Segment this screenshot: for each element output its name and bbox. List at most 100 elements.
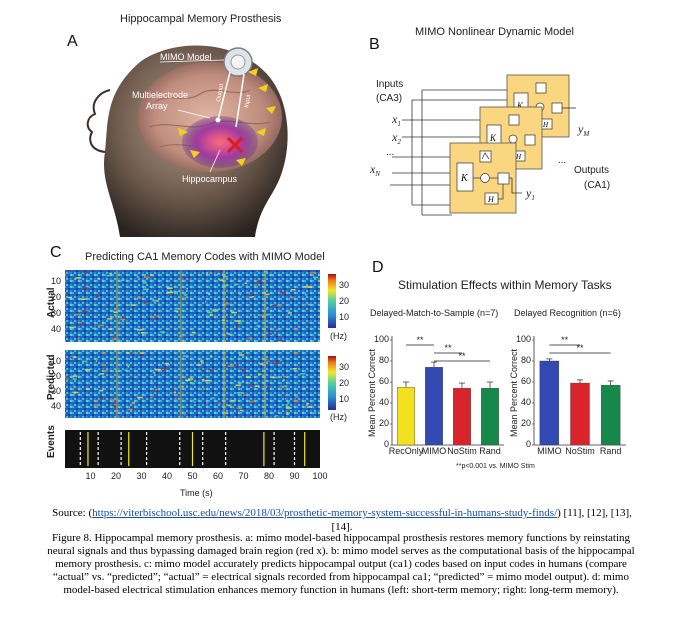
xn-label: xN [369, 162, 380, 178]
heatmap-cell [201, 379, 205, 381]
heatmap-cell [142, 281, 147, 284]
heatmap-cell [218, 402, 222, 405]
colorbar-tick: 10 [339, 312, 349, 322]
face-profile [86, 89, 111, 153]
y-tick-label: 60 [379, 376, 389, 386]
heatmap-cell [267, 313, 271, 316]
bar-category-label: Rand [479, 446, 501, 456]
bar-category-label: MIMO [422, 446, 447, 456]
heatmap-cell [155, 300, 159, 302]
heatmap-cell [128, 377, 132, 379]
heatmap-cell [236, 364, 239, 366]
heatmap-cell [122, 323, 125, 325]
time-axis-tick: 70 [238, 471, 248, 481]
heatmap-cell [254, 284, 258, 286]
significance-mark: ** [561, 335, 569, 345]
colorbar-tick: 20 [339, 378, 349, 388]
heatmap-cell [98, 389, 104, 392]
heatmap-cell [292, 367, 297, 370]
heatmap-cell [82, 271, 89, 273]
heatmap-cell [280, 359, 282, 362]
heatmap-cell [130, 304, 135, 306]
heatmap-cell [256, 280, 263, 283]
heatmap-cell [221, 319, 225, 321]
outputs-sub: (CA1) [584, 180, 610, 191]
time-axis-tick: 40 [162, 471, 172, 481]
heatmap-cell [235, 325, 239, 327]
heatmap-cell [136, 329, 143, 331]
heatmap-cell [164, 362, 169, 365]
heatmap-cell [265, 380, 269, 382]
colorbar-tick: 10 [339, 394, 349, 404]
heatmap-cell [304, 293, 308, 296]
dots-out: ... [558, 155, 566, 166]
predicted-heatmap [65, 350, 320, 418]
time-axis-tick: 100 [312, 471, 327, 481]
time-axis-label: Time (s) [180, 488, 213, 498]
heatmap-cell [224, 303, 230, 305]
heatmap-cell [272, 376, 279, 379]
heatmap-cell [241, 381, 244, 384]
heatmap-cell [240, 409, 243, 412]
colorbar-predicted [328, 356, 336, 410]
heatmap-ytick: 20 [51, 292, 61, 302]
heatmap-cell [160, 331, 166, 333]
panel-b-title: MIMO Nonlinear Dynamic Model [415, 26, 574, 38]
bar [600, 384, 621, 446]
mimo-diagram: Inputs (CA3) Outputs (CA1) x1 x2 xN yM y… [369, 74, 610, 216]
y1-label: y1 [525, 186, 535, 202]
heatmap-cell [144, 276, 150, 278]
heatmap-cell [207, 311, 213, 314]
bar [481, 388, 499, 446]
heatmap-cell [127, 408, 133, 411]
heatmap-cell [175, 307, 180, 310]
svg-text:H: H [487, 195, 495, 204]
y-tick-label: 80 [379, 355, 389, 365]
heatmap-cell [139, 352, 143, 354]
heatmap-ytick: 40 [51, 324, 61, 334]
heatmap-cell [108, 328, 112, 330]
heatmap-cell [245, 356, 248, 359]
heatmap-cell [185, 379, 191, 381]
heatmap-cell [86, 388, 90, 390]
heatmap-cell [249, 384, 254, 387]
heatmap-cell [109, 272, 112, 275]
heatmap-cell [186, 287, 189, 290]
y-tick-label: 0 [526, 439, 531, 449]
svg-text:K: K [516, 101, 524, 111]
heatmap-cell [184, 296, 188, 299]
heatmap-cell [260, 314, 266, 317]
heatmap-cell [293, 352, 297, 355]
outputs-label: Outputs [574, 165, 609, 176]
bar [539, 360, 560, 446]
time-axis-tick: 30 [136, 471, 146, 481]
heatmap-cell [115, 409, 119, 412]
heatmap-cell [293, 400, 299, 402]
label-output: Output [216, 83, 225, 102]
source-link[interactable]: https://viterbischool.usc.edu/news/2018/… [92, 507, 558, 519]
heatmap-cell [206, 315, 210, 318]
significance-mark: ** [458, 351, 466, 361]
model-block-front: K H [449, 142, 522, 214]
time-axis-tick: 60 [213, 471, 223, 481]
heatmap-cell [106, 275, 111, 277]
bar-chart-title: Delayed-Match-to-Sample (n=7) [370, 308, 498, 318]
heatmap-cell [120, 279, 125, 281]
x2-label: x2 [391, 130, 401, 146]
source-line: Source: (https://viterbischool.usc.edu/n… [42, 506, 642, 534]
heatmap-cell [239, 354, 245, 356]
heatmap-cell [137, 396, 143, 399]
heatmap-cell [155, 368, 161, 371]
heatmap-cell [303, 306, 306, 308]
heatmap-cell [176, 310, 179, 313]
heatmap-cell [222, 284, 229, 287]
heatmap-cell [173, 391, 176, 394]
heatmap-cell [201, 361, 203, 364]
heatmap-cell [254, 385, 260, 387]
heatmap-cell [268, 274, 274, 277]
heatmap-cell [75, 277, 82, 279]
heatmap-cell [143, 274, 146, 277]
heatmap-cell [290, 288, 296, 291]
bar-chart-ylabel: Mean Percent Correct [509, 348, 519, 437]
label-array: Array [146, 101, 168, 111]
